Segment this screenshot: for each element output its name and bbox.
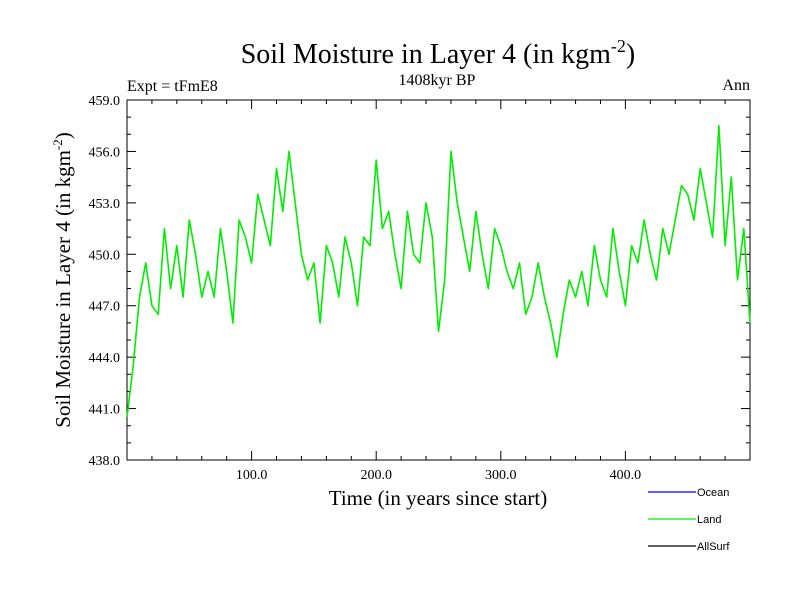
- y-tick-label: 456.0: [89, 145, 121, 160]
- y-tick-label: 441.0: [89, 403, 121, 418]
- y-axis: 438.0 441.0 444.0 447.0 450.0 453.0 456.0 459.0: [89, 94, 750, 469]
- legend-label-land: Land: [697, 514, 721, 526]
- experiment-label: Expt = tFmE8: [127, 78, 218, 95]
- x-tick-label: 400.0: [610, 468, 642, 483]
- y-tick-label: 450.0: [89, 248, 121, 263]
- season-label: Ann: [722, 77, 750, 94]
- y-axis-label: Soil Moisture in Layer 4 (in kgm-2): [50, 132, 75, 427]
- plot-frame: [126, 99, 751, 461]
- x-axis-label: Time (in years since start): [329, 486, 548, 510]
- y-axis-label-superscript: -2: [50, 139, 65, 150]
- x-tick-label: 200.0: [360, 468, 392, 483]
- legend: Ocean Land AllSurf: [648, 487, 730, 553]
- x-tick-label: 100.0: [236, 468, 268, 483]
- y-tick-label: 438.0: [89, 454, 121, 469]
- y-tick-label: 447.0: [89, 300, 121, 315]
- legend-label-allsurf: AllSurf: [697, 541, 730, 553]
- period-label: 1408kyr BP: [399, 72, 476, 89]
- series-line-land: [126, 124, 751, 418]
- y-tick-label: 453.0: [89, 197, 121, 212]
- chart-title: Soil Moisture in Layer 4 (in kgm-2): [241, 36, 636, 70]
- legend-label-ocean: Ocean: [697, 487, 729, 499]
- y-tick-label: 459.0: [89, 94, 121, 109]
- x-tick-label: 300.0: [485, 468, 517, 483]
- x-axis: 100.0 200.0 300.0 400.0: [151, 100, 726, 483]
- chart-title-superscript: -2: [611, 36, 626, 56]
- series-group: [126, 124, 751, 418]
- y-tick-label: 444.0: [89, 351, 121, 366]
